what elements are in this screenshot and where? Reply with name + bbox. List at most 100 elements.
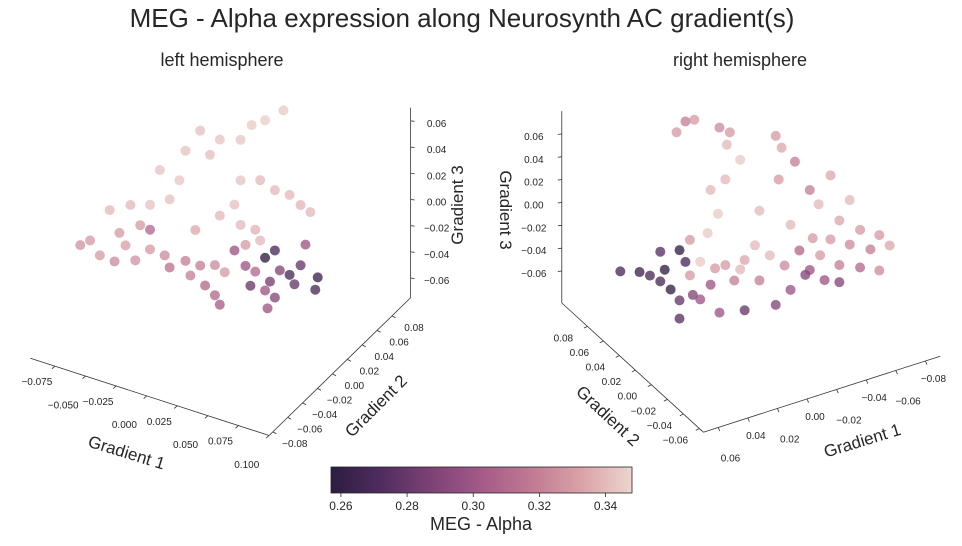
scatter-point bbox=[720, 174, 730, 184]
scatter-point bbox=[689, 115, 699, 125]
scatter-point bbox=[95, 250, 105, 260]
scatter-point bbox=[710, 263, 720, 273]
scatter-point bbox=[786, 285, 796, 295]
scatter-point bbox=[834, 260, 844, 270]
z-tick-label: 0.04 bbox=[524, 155, 544, 166]
scatter-point bbox=[110, 256, 120, 266]
scatter-point bbox=[834, 215, 844, 225]
scatter-point bbox=[285, 270, 295, 280]
scatter-point bbox=[729, 275, 739, 285]
scatter-point bbox=[825, 234, 835, 244]
y-axis-tick bbox=[362, 345, 366, 347]
z-tick-label: 0.02 bbox=[524, 178, 544, 189]
scatter-point bbox=[250, 267, 260, 277]
z-tick-label: −0.06 bbox=[521, 269, 547, 280]
left-z-axis-label: Gradient 3 bbox=[448, 165, 467, 244]
scatter-point bbox=[289, 279, 299, 289]
left-panel-title: left hemisphere bbox=[160, 50, 283, 70]
scatter-point bbox=[790, 157, 800, 167]
scatter-point bbox=[735, 155, 745, 165]
scatter-point bbox=[845, 195, 855, 205]
y-axis-tick bbox=[332, 374, 336, 376]
y-axis-tick bbox=[377, 330, 381, 332]
scatter-point bbox=[855, 225, 865, 235]
scatter-point bbox=[210, 290, 220, 300]
right-panel-title: right hemisphere bbox=[673, 50, 807, 70]
scatter-point bbox=[310, 285, 320, 295]
y-axis-tick bbox=[632, 370, 636, 372]
scatter-point bbox=[195, 261, 205, 271]
x-tick-label: 0.100 bbox=[234, 460, 259, 471]
scatter-point bbox=[215, 211, 225, 221]
y-tick-label: −0.04 bbox=[647, 421, 673, 432]
scatter-point bbox=[771, 300, 781, 310]
y-axis-tick bbox=[392, 316, 396, 318]
scatter-point bbox=[205, 150, 215, 160]
scatter-point bbox=[740, 255, 750, 265]
y-axis-tick bbox=[664, 399, 668, 401]
scatter-point bbox=[270, 185, 280, 195]
scatter-point bbox=[695, 257, 705, 267]
scatter-point bbox=[655, 276, 665, 286]
scatter-point bbox=[735, 264, 745, 274]
x-tick-label: −0.08 bbox=[921, 374, 947, 385]
x-tick-label: 0.025 bbox=[147, 417, 172, 428]
y-tick-label: 0.06 bbox=[570, 348, 590, 359]
scatter-point bbox=[130, 255, 140, 265]
x-axis-tick bbox=[82, 376, 85, 379]
scatter-point bbox=[680, 116, 690, 126]
scatter-point bbox=[855, 263, 865, 273]
z-tick-label: 0.00 bbox=[427, 197, 447, 208]
scatter-point bbox=[260, 115, 270, 125]
scatter-point bbox=[270, 293, 280, 303]
scatter-point bbox=[263, 303, 273, 313]
y-tick-label: −0.06 bbox=[663, 436, 689, 447]
scatter-point bbox=[675, 314, 685, 324]
scatter-point bbox=[714, 308, 724, 318]
y-tick-label: −0.04 bbox=[312, 410, 338, 421]
scatter-point bbox=[210, 260, 220, 270]
y-tick-label: −0.08 bbox=[282, 439, 308, 450]
x-tick-label: −0.02 bbox=[836, 416, 862, 427]
scatter-point bbox=[165, 262, 175, 272]
y-tick-label: −0.06 bbox=[297, 424, 323, 435]
scatter-point bbox=[265, 277, 275, 287]
scatter-point bbox=[229, 245, 239, 255]
y-axis-tick bbox=[648, 385, 652, 387]
y-tick-label: 0.08 bbox=[554, 333, 574, 344]
scatter-point bbox=[300, 240, 310, 250]
colorbar-gradient bbox=[331, 467, 632, 493]
right-hemisphere-plot: −0.08 −0.06 −0.04 −0.02 0.00 0.02 0.04 0.06 −0.0… bbox=[521, 111, 946, 465]
scatter-point bbox=[260, 253, 270, 263]
y-axis-tick bbox=[288, 417, 292, 419]
x-axis-tick bbox=[205, 416, 208, 419]
scatter-point bbox=[215, 135, 225, 145]
scatter-point bbox=[722, 140, 732, 150]
scatter-point bbox=[240, 261, 250, 271]
x-tick-label: −0.050 bbox=[48, 400, 79, 411]
z-tick-label: −0.06 bbox=[424, 276, 450, 287]
x-axis-tick bbox=[174, 406, 177, 409]
x-tick-label: 0.06 bbox=[721, 454, 741, 465]
y-axis-tick bbox=[273, 432, 277, 434]
scatter-point bbox=[229, 200, 239, 210]
scatter-point bbox=[703, 228, 713, 238]
scatter-point bbox=[771, 131, 781, 141]
scatter-point bbox=[296, 260, 306, 270]
x-axis-tick bbox=[777, 408, 779, 412]
y-axis-tick bbox=[616, 356, 620, 358]
z-tick-label: 0.00 bbox=[524, 200, 544, 211]
scatter-point bbox=[125, 200, 135, 210]
scatter-point bbox=[865, 244, 875, 254]
x-axis-tick bbox=[266, 435, 269, 438]
y-tick-label: 0.04 bbox=[586, 363, 606, 374]
scatter-point bbox=[794, 245, 804, 255]
colorbar-tick-label: 0.30 bbox=[462, 499, 486, 513]
scatter-point bbox=[845, 240, 855, 250]
colorbar-tick-label: 0.26 bbox=[329, 499, 353, 513]
scatter-point bbox=[245, 281, 255, 291]
scatter-point bbox=[714, 123, 724, 133]
scatter-point bbox=[655, 247, 665, 257]
